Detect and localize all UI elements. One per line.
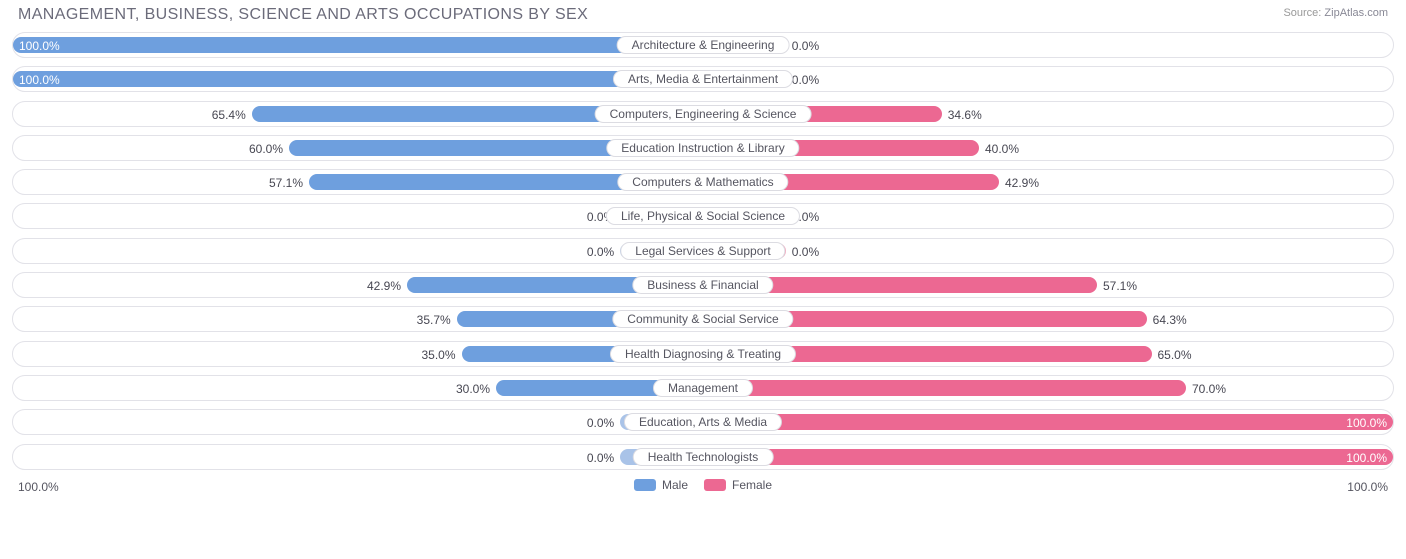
chart-row: 57.1% 42.9% Computers & Mathematics — [12, 169, 1394, 195]
female-value-label: 0.0% — [792, 67, 819, 93]
chart-row: 65.4% 34.6% Computers, Engineering & Scien… — [12, 101, 1394, 127]
chart-row: 60.0% 40.0% Education Instruction & Librar… — [12, 135, 1394, 161]
female-value-label: 100.0% — [1346, 445, 1387, 471]
female-bar-wrap: 0.0% — [703, 204, 1393, 228]
female-bar-wrap: 42.9% — [703, 170, 1393, 194]
male-value-label: 35.0% — [421, 342, 455, 368]
source-label: Source: — [1283, 7, 1321, 19]
female-bar-wrap: 100.0% — [703, 410, 1393, 434]
male-bar-wrap: 0.0% — [13, 445, 703, 469]
chart-row: 100.0% 0.0%Architecture & Engineering — [12, 32, 1394, 58]
male-value-label: 35.7% — [417, 307, 451, 333]
legend-label-male: Male — [662, 478, 688, 492]
legend-swatch-male — [634, 479, 656, 491]
category-label: Health Technologists — [633, 448, 774, 466]
category-label: Community & Social Service — [612, 310, 793, 328]
category-label: Computers, Engineering & Science — [595, 105, 812, 123]
female-bar-wrap: 0.0% — [703, 33, 1393, 57]
female-value-label: 100.0% — [1346, 410, 1387, 436]
male-bar-wrap: 0.0% — [13, 239, 703, 263]
chart-row: 100.0% 0.0%Arts, Media & Entertainment — [12, 66, 1394, 92]
male-value-label: 60.0% — [249, 136, 283, 162]
female-bar — [703, 380, 1186, 396]
male-bar-wrap: 60.0% — [13, 136, 703, 160]
female-value-label: 57.1% — [1103, 273, 1137, 299]
male-value-label: 0.0% — [587, 410, 614, 436]
female-bar-wrap: 64.3% — [703, 307, 1393, 331]
female-bar-wrap: 100.0% — [703, 445, 1393, 469]
axis-left-label: 100.0% — [18, 480, 59, 494]
diverging-bar-chart: 100.0%0.0%Architecture & Engineering100.… — [0, 26, 1406, 470]
category-label: Management — [653, 379, 753, 397]
female-bar — [703, 449, 1393, 465]
chart-row: 0.0% 100.0% Education, Arts & Media — [12, 409, 1394, 435]
category-label: Education Instruction & Library — [606, 139, 799, 157]
female-value-label: 40.0% — [985, 136, 1019, 162]
male-bar-wrap: 42.9% — [13, 273, 703, 297]
male-value-label: 0.0% — [587, 239, 614, 265]
legend-item-male: Male — [634, 478, 688, 492]
female-value-label: 0.0% — [792, 239, 819, 265]
male-bar-wrap: 100.0% — [13, 33, 703, 57]
axis-right-label: 100.0% — [1347, 480, 1388, 494]
chart-row: 0.0% 100.0% Health Technologists — [12, 444, 1394, 470]
category-label: Business & Financial — [632, 276, 773, 294]
male-bar — [13, 37, 703, 53]
female-value-label: 42.9% — [1005, 170, 1039, 196]
female-bar-wrap: 40.0% — [703, 136, 1393, 160]
female-bar-wrap: 0.0% — [703, 239, 1393, 263]
male-bar-wrap: 100.0% — [13, 67, 703, 91]
female-bar-wrap: 65.0% — [703, 342, 1393, 366]
male-bar-wrap: 30.0% — [13, 376, 703, 400]
category-label: Computers & Mathematics — [617, 173, 788, 191]
legend-swatch-female — [704, 479, 726, 491]
category-label: Arts, Media & Entertainment — [613, 70, 793, 88]
male-bar-wrap: 57.1% — [13, 170, 703, 194]
male-value-label: 65.4% — [212, 102, 246, 128]
male-value-label: 100.0% — [19, 67, 60, 93]
male-bar — [13, 71, 703, 87]
chart-title: MANAGEMENT, BUSINESS, SCIENCE AND ARTS O… — [18, 6, 588, 24]
female-value-label: 70.0% — [1192, 376, 1226, 402]
male-bar-wrap: 35.0% — [13, 342, 703, 366]
male-bar-wrap: 35.7% — [13, 307, 703, 331]
category-label: Life, Physical & Social Science — [606, 207, 800, 225]
legend: Male Female — [634, 478, 772, 492]
female-value-label: 0.0% — [792, 33, 819, 59]
x-axis: 100.0% Male Female 100.0% — [12, 478, 1394, 498]
female-bar-wrap: 57.1% — [703, 273, 1393, 297]
female-value-label: 64.3% — [1153, 307, 1187, 333]
source-value: ZipAtlas.com — [1324, 7, 1388, 19]
legend-item-female: Female — [704, 478, 772, 492]
chart-header: MANAGEMENT, BUSINESS, SCIENCE AND ARTS O… — [0, 0, 1406, 26]
legend-label-female: Female — [732, 478, 772, 492]
male-value-label: 42.9% — [367, 273, 401, 299]
male-value-label: 0.0% — [587, 445, 614, 471]
male-bar-wrap: 0.0% — [13, 204, 703, 228]
female-value-label: 34.6% — [948, 102, 982, 128]
male-value-label: 30.0% — [456, 376, 490, 402]
chart-row: 35.7% 64.3% Community & Social Service — [12, 306, 1394, 332]
chart-row: 0.0% 0.0% Legal Services & Support — [12, 238, 1394, 264]
category-label: Education, Arts & Media — [624, 413, 782, 431]
male-value-label: 100.0% — [19, 33, 60, 59]
female-bar — [703, 414, 1393, 430]
chart-row: 30.0% 70.0% Management — [12, 375, 1394, 401]
category-label: Legal Services & Support — [620, 242, 785, 260]
category-label: Architecture & Engineering — [617, 36, 790, 54]
female-value-label: 65.0% — [1157, 342, 1191, 368]
chart-row: 35.0% 65.0% Health Diagnosing & Treating — [12, 341, 1394, 367]
female-bar-wrap: 0.0% — [703, 67, 1393, 91]
male-bar-wrap: 0.0% — [13, 410, 703, 434]
chart-row: 42.9% 57.1% Business & Financial — [12, 272, 1394, 298]
category-label: Health Diagnosing & Treating — [610, 345, 796, 363]
male-value-label: 57.1% — [269, 170, 303, 196]
chart-source: Source: ZipAtlas.com — [1283, 6, 1388, 20]
chart-row: 0.0%0.0%Life, Physical & Social Science — [12, 203, 1394, 229]
female-bar-wrap: 70.0% — [703, 376, 1393, 400]
